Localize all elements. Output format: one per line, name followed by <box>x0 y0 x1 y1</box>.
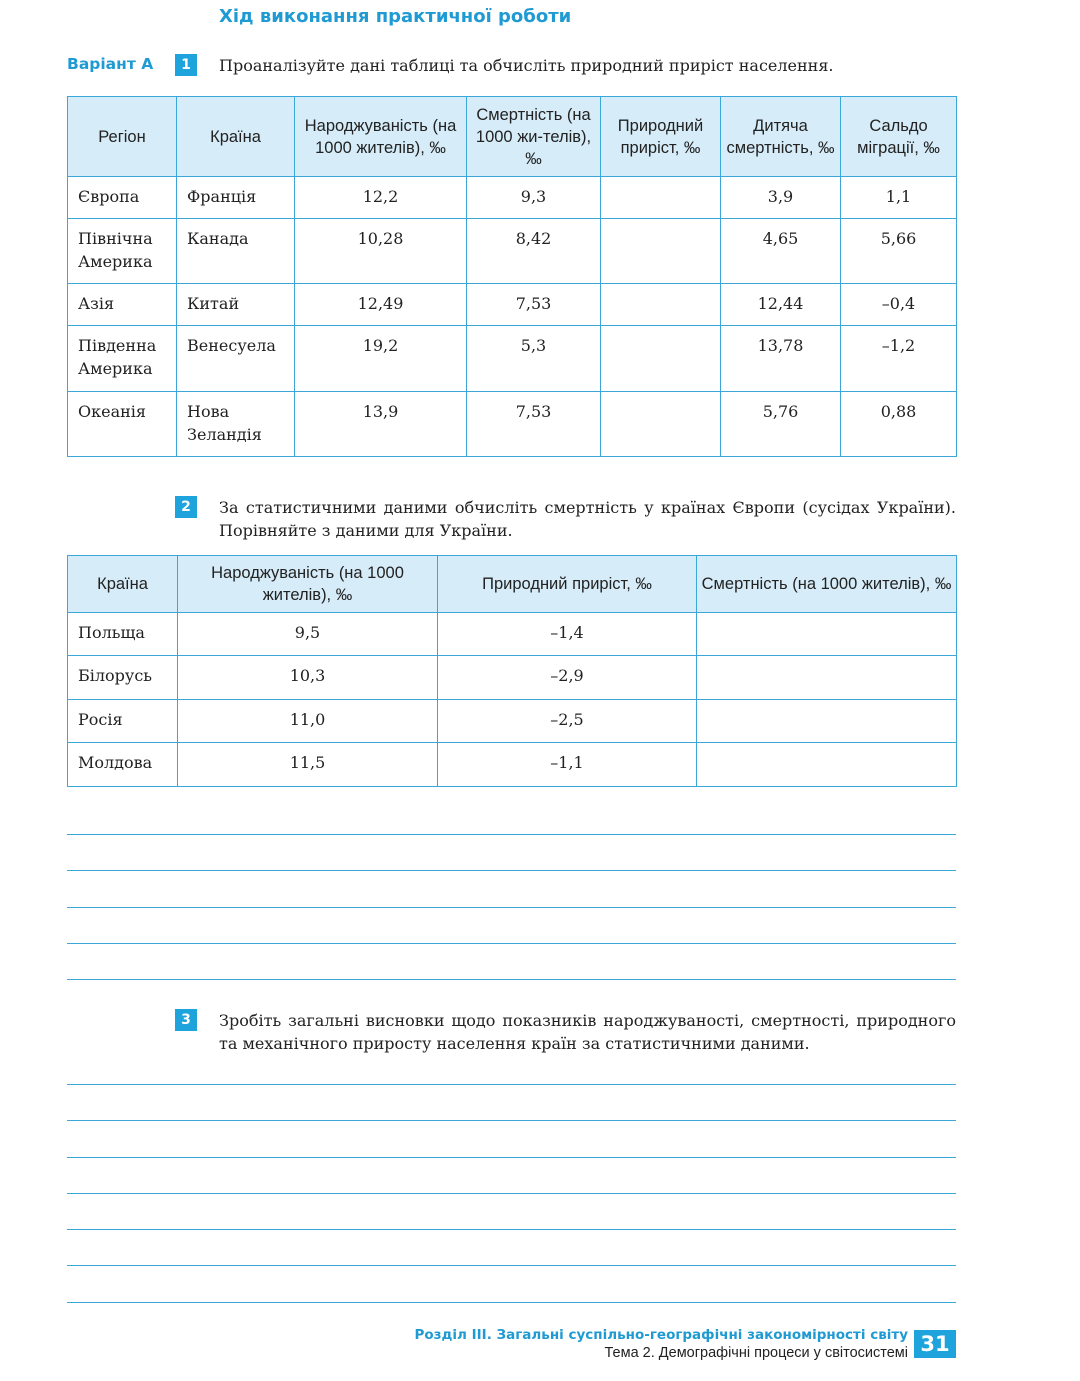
table-cell: Молдова <box>67 742 178 787</box>
table-row: Білорусь 10,3 –2,9 <box>67 655 957 700</box>
task-number-badge: 3 <box>175 1009 197 1031</box>
table-cell: 9,5 <box>177 612 438 656</box>
table-row: Молдова 11,5 –1,1 <box>67 742 957 787</box>
column-header: Смертність (на 1000 жи-телів), ‰ <box>466 96 601 177</box>
table-row: Азія Китай 12,49 7,53 12,44 –0,4 <box>67 283 957 326</box>
answer-line[interactable] <box>67 1084 956 1085</box>
answer-line[interactable] <box>67 870 956 871</box>
empty-answer-cell[interactable] <box>600 176 721 219</box>
table-cell: Океанія <box>67 391 177 457</box>
column-header: Країна <box>67 555 178 613</box>
answer-line[interactable] <box>67 1193 956 1194</box>
table-row: Росія 11,0 –2,5 <box>67 699 957 743</box>
column-header: Природний приріст, ‰ <box>437 555 697 613</box>
column-header: Народжуваність (на 1000 жителів), ‰ <box>294 96 467 177</box>
table-cell: 3,9 <box>720 176 841 219</box>
table-europe-mortality: Країна Народжуваність (на 1000 жителів), … <box>67 555 957 787</box>
empty-answer-cell[interactable] <box>696 612 957 656</box>
column-header: Регіон <box>67 96 177 177</box>
empty-answer-cell[interactable] <box>696 655 957 700</box>
table-cell: –0,4 <box>840 283 957 326</box>
answer-line[interactable] <box>67 834 956 835</box>
table-cell: 5,3 <box>466 325 601 392</box>
table-cell: 13,9 <box>294 391 467 457</box>
table-cell: 10,3 <box>177 655 438 700</box>
table-cell: –2,5 <box>437 699 697 743</box>
answer-line[interactable] <box>67 1120 956 1121</box>
variant-label: Варіант А <box>67 55 154 73</box>
task-number-badge: 2 <box>175 496 197 518</box>
task-number-badge: 1 <box>175 54 197 76</box>
column-header: Народжуваність (на 1000 жителів), ‰ <box>177 555 438 613</box>
table-cell: 11,5 <box>177 742 438 787</box>
table-cell: 9,3 <box>466 176 601 219</box>
table-cell: 7,53 <box>466 391 601 457</box>
table-cell: Нова Зеландія <box>176 391 295 457</box>
empty-answer-cell[interactable] <box>696 742 957 787</box>
table-cell: 12,49 <box>294 283 467 326</box>
table-cell: Канада <box>176 218 295 284</box>
column-header: Дитяча смертність, ‰ <box>720 96 841 177</box>
table-cell: Південна Америка <box>67 325 177 392</box>
page-number: 31 <box>914 1330 956 1358</box>
table-cell: 10,28 <box>294 218 467 284</box>
answer-line[interactable] <box>67 1229 956 1230</box>
table-cell: Північна Америка <box>67 218 177 284</box>
table-cell: –2,9 <box>437 655 697 700</box>
footer-section: Розділ III. Загальні суспільно-географіч… <box>414 1327 909 1343</box>
table-cell: 12,2 <box>294 176 467 219</box>
task2-text: За статистичними даними обчисліть смертн… <box>219 498 956 540</box>
table-cell: 13,78 <box>720 325 841 392</box>
table-cell: 8,42 <box>466 218 601 284</box>
table-row: Європа Франція 12,2 9,3 3,9 1,1 <box>67 176 957 219</box>
table-cell: 4,65 <box>720 218 841 284</box>
column-header: Природний приріст, ‰ <box>600 96 721 177</box>
table-cell: Венесуела <box>176 325 295 392</box>
table-cell: 12,44 <box>720 283 841 326</box>
table-cell: Азія <box>67 283 177 326</box>
answer-line[interactable] <box>67 979 956 980</box>
footer-topic: Тема 2. Демографічні процеси у світосист… <box>604 1345 908 1361</box>
table-population-indicators: Регіон Країна Народжуваність (на 1000 жите… <box>67 96 957 457</box>
table-cell: Росія <box>67 699 178 743</box>
empty-answer-cell[interactable] <box>600 283 721 326</box>
answer-line[interactable] <box>67 943 956 944</box>
answer-line[interactable] <box>67 1302 956 1303</box>
table-row: Польща 9,5 –1,4 <box>67 612 957 656</box>
table-row: Північна Америка Канада 10,28 8,42 4,65 5,66 <box>67 218 957 284</box>
answer-line[interactable] <box>67 907 956 908</box>
column-header: Країна <box>176 96 295 177</box>
table-cell: 0,88 <box>840 391 957 457</box>
answer-line[interactable] <box>67 1265 956 1266</box>
table-row: Океанія Нова Зеландія 13,9 7,53 5,76 0,88 <box>67 391 957 457</box>
table-cell: 19,2 <box>294 325 467 392</box>
table-cell: Білорусь <box>67 655 178 700</box>
column-header: Смертність (на 1000 жителів), ‰ <box>696 555 957 613</box>
table-cell: –1,1 <box>437 742 697 787</box>
empty-answer-cell[interactable] <box>600 218 721 284</box>
table-cell: 5,66 <box>840 218 957 284</box>
table-cell: Китай <box>176 283 295 326</box>
table-cell: Польща <box>67 612 178 656</box>
task1-text: Проаналізуйте дані таблиці та обчисліть … <box>219 56 834 75</box>
empty-answer-cell[interactable] <box>600 391 721 457</box>
empty-answer-cell[interactable] <box>696 699 957 743</box>
table-cell: Франція <box>176 176 295 219</box>
table-cell: 7,53 <box>466 283 601 326</box>
table-cell: –1,2 <box>840 325 957 392</box>
table-cell: 11,0 <box>177 699 438 743</box>
empty-answer-cell[interactable] <box>600 325 721 392</box>
table-cell: Європа <box>67 176 177 219</box>
table-cell: 5,76 <box>720 391 841 457</box>
answer-line[interactable] <box>67 1157 956 1158</box>
table-cell: 1,1 <box>840 176 957 219</box>
page-title: Хід виконання практичної роботи <box>219 6 572 27</box>
table-cell: –1,4 <box>437 612 697 656</box>
column-header: Сальдо міграції, ‰ <box>840 96 957 177</box>
table-row: Південна Америка Венесуела 19,2 5,3 13,78 –1,… <box>67 325 957 392</box>
task3-text: Зробіть загальні висновки щодо показникі… <box>219 1011 956 1053</box>
